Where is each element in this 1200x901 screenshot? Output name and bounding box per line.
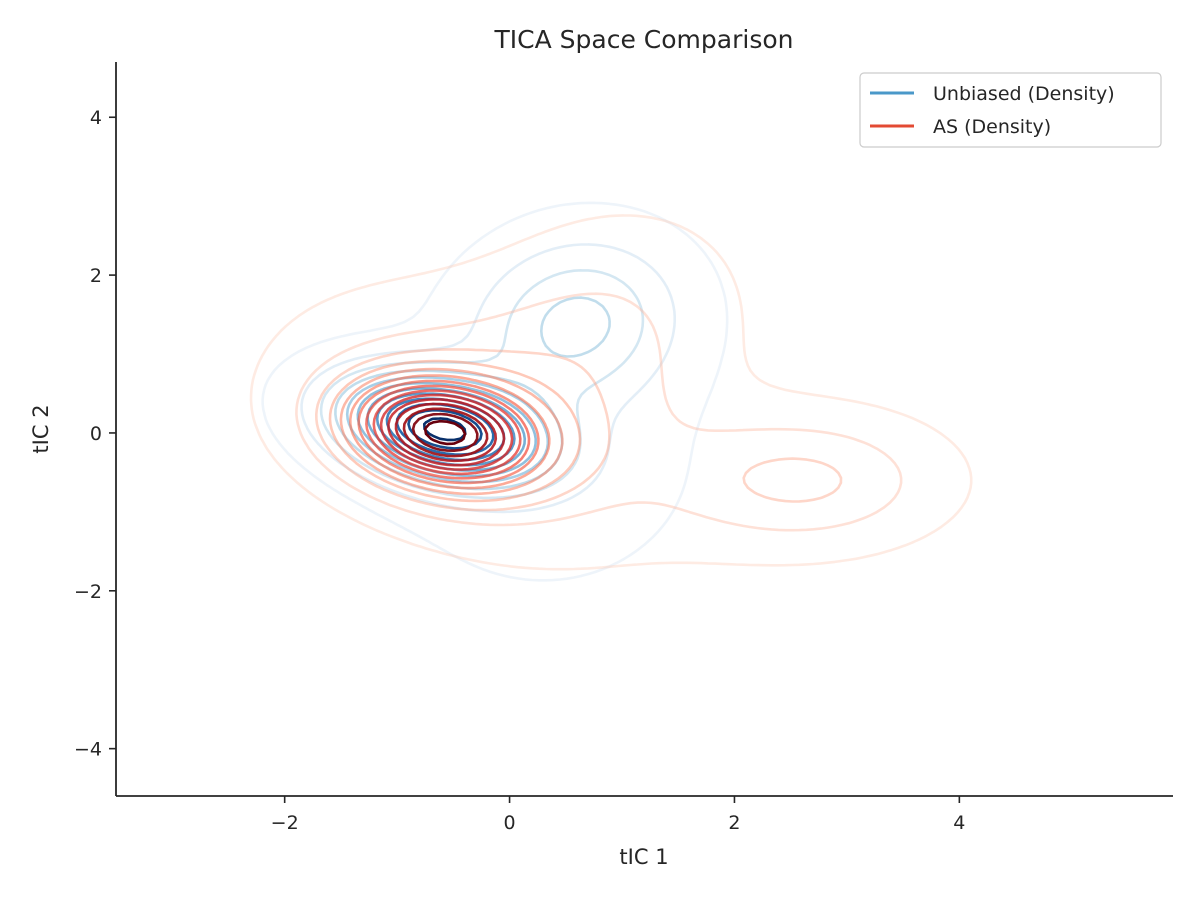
x-tick-label: 4 <box>953 812 965 834</box>
as-density-contour <box>249 214 973 571</box>
as-density-contour <box>328 359 582 503</box>
as-density-contour <box>402 407 489 458</box>
y-axis-label: tIC 2 <box>29 404 53 453</box>
as-density-contour <box>349 374 551 490</box>
as-density-contour <box>339 367 564 496</box>
unbiased-density-contour <box>300 243 676 514</box>
as-density-contour <box>372 389 522 476</box>
y-axis-ticks: −4 −2 0 2 4 <box>74 107 116 761</box>
y-tick-label: −2 <box>74 581 102 603</box>
chart-title: TICA Space Comparison <box>494 25 794 54</box>
as-density-contour <box>387 398 506 467</box>
legend-label-as: AS (Density) <box>933 116 1051 138</box>
as-density-contour <box>423 419 467 446</box>
legend-label-unbiased: Unbiased (Density) <box>933 83 1115 105</box>
as-density-contour <box>411 412 479 452</box>
as-density-contour <box>394 402 498 463</box>
unbiased-density-contour <box>319 269 645 500</box>
as-density-contour <box>315 348 843 512</box>
x-tick-label: −2 <box>271 812 299 834</box>
x-tick-label: 2 <box>728 812 740 834</box>
y-tick-label: 4 <box>90 107 102 129</box>
as-density-contour <box>295 292 903 532</box>
y-tick-label: 2 <box>90 265 102 287</box>
as-density-contour <box>379 393 514 471</box>
x-tick-label: 0 <box>504 812 516 834</box>
as-density-contour <box>365 384 531 480</box>
x-axis-label: tIC 1 <box>619 845 668 869</box>
contour-plot <box>249 201 973 582</box>
legend-frame <box>859 72 1162 148</box>
x-axis-ticks: −2 0 2 4 <box>271 796 965 834</box>
unbiased-density-contour <box>261 201 729 582</box>
y-tick-label: 0 <box>90 423 102 445</box>
as-density-contour <box>357 379 540 485</box>
legend: Unbiased (Density) AS (Density) <box>859 72 1162 148</box>
y-tick-label: −4 <box>74 739 102 761</box>
